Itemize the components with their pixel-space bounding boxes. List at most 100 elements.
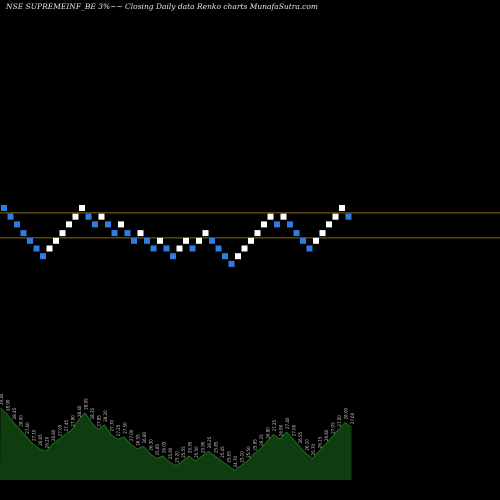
volume-label: 28.20: [103, 410, 108, 422]
renko-brick-up: [248, 237, 254, 244]
volume-label: 27.25: [272, 419, 277, 431]
volume-label: 26.55: [136, 434, 141, 446]
volume-label: 27.60: [25, 422, 30, 434]
renko-brick-down: [105, 221, 111, 228]
renko-brick-up: [196, 237, 202, 244]
volume-label: 27.05: [58, 424, 63, 436]
renko-brick-down: [215, 245, 222, 252]
renko-brick-down: [228, 260, 235, 267]
volume-label: 28.00: [19, 415, 24, 427]
volume-label: 25.20: [175, 451, 180, 463]
renko-brick-down: [20, 230, 27, 237]
volume-label: 27.60: [350, 412, 355, 424]
volume-label: 27.70: [110, 419, 115, 431]
renko-brick-down: [111, 230, 118, 237]
volume-label: 25.50: [194, 446, 199, 458]
volume-label: 29.40: [0, 393, 4, 405]
volume-label: 25.85: [214, 441, 219, 453]
volume-label: 24.70: [233, 455, 238, 467]
renko-brick-down: [345, 213, 352, 220]
volume-label: 26.35: [259, 434, 264, 446]
volume-label: 28.95: [84, 398, 89, 410]
volume-label: 25.60: [168, 447, 173, 459]
renko-brick-down: [27, 237, 33, 244]
renko-brick-up: [267, 213, 274, 220]
volume-label: 25.95: [188, 441, 193, 453]
volume-label: 25.55: [181, 446, 186, 458]
renko-brick-down: [287, 221, 293, 228]
volume-label: 26.55: [298, 431, 303, 443]
renko-brick-down: [131, 237, 137, 244]
renko-bricks: [1, 205, 352, 267]
renko-brick-down: [163, 245, 170, 252]
renko-brick-up: [46, 245, 53, 252]
renko-brick-up: [176, 245, 183, 252]
volume-label: 27.85: [97, 415, 102, 427]
volume-label: 26.60: [51, 429, 56, 441]
volume-label: 26.80: [266, 427, 271, 439]
renko-brick-up: [72, 213, 79, 220]
renko-brick-up: [313, 237, 319, 244]
volume-label: 28.00: [344, 407, 349, 419]
renko-brick-down: [40, 253, 46, 260]
renko-brick-down: [92, 221, 98, 228]
renko-brick-up: [332, 213, 339, 220]
volume-label: 25.85: [155, 443, 160, 455]
volume-label: 25.95: [253, 439, 258, 451]
renko-brick-down: [209, 237, 215, 244]
volume-label: 26.10: [305, 439, 310, 451]
renko-brick-up: [261, 221, 267, 228]
volume-fill: [0, 408, 352, 480]
renko-brick-down: [14, 221, 20, 228]
renko-brick-up: [319, 230, 326, 237]
renko-brick-up: [137, 230, 144, 237]
renko-brick-up: [183, 237, 189, 244]
renko-brick-up: [235, 253, 241, 260]
volume-label: 26.65: [38, 434, 43, 446]
chart-title: NSE SUPREMEINF_BE 3%~~ Closing Daily dat…: [6, 2, 319, 11]
renko-brick-up: [241, 245, 248, 252]
renko-brick-down: [300, 237, 306, 244]
renko-brick-up: [59, 230, 66, 237]
renko-brick-up: [339, 205, 345, 211]
volume-label: 25.10: [240, 451, 245, 463]
renko-brick-down: [144, 237, 150, 244]
volume-label: 25.05: [227, 451, 232, 463]
volume-label: 26.15: [318, 436, 323, 448]
renko-brick-down: [306, 245, 313, 252]
renko-brick-down: [189, 245, 196, 252]
renko-brick-down: [222, 253, 228, 260]
volume-line: [0, 407, 352, 471]
volume-label: 27.90: [71, 415, 76, 427]
volume-label: 26.20: [45, 436, 50, 448]
volume-label: 27.00: [129, 429, 134, 441]
renko-brick-down: [7, 213, 14, 220]
volume-label: 27.45: [64, 419, 69, 431]
volume-label: 28.40: [77, 405, 82, 417]
renko-brick-down: [274, 221, 280, 228]
renko-brick-down: [170, 253, 176, 260]
renko-brick-up: [202, 230, 209, 237]
renko-brick-up: [118, 221, 124, 228]
volume-label: 27.05: [331, 422, 336, 434]
volume-label: 27.40: [285, 417, 290, 429]
volume-label: 25.90: [201, 441, 206, 453]
renko-brick-up: [79, 205, 85, 211]
volume-label: 25.50: [246, 446, 251, 458]
volume-label: 28.45: [12, 407, 17, 419]
volume-label: 26.25: [207, 436, 212, 448]
renko-brick-down: [33, 245, 40, 252]
renko-brick-down: [85, 213, 92, 220]
volume-label: 27.50: [337, 415, 342, 427]
volume-label: 26.90: [279, 424, 284, 436]
renko-brick-up: [280, 213, 287, 220]
renko-brick-up: [326, 221, 332, 228]
renko-brick-up: [254, 230, 261, 237]
volume-label: 26.05: [162, 441, 167, 453]
renko-brick-up: [53, 237, 59, 244]
renko-brick-down: [293, 230, 300, 237]
volume-label: 27.00: [292, 424, 297, 436]
